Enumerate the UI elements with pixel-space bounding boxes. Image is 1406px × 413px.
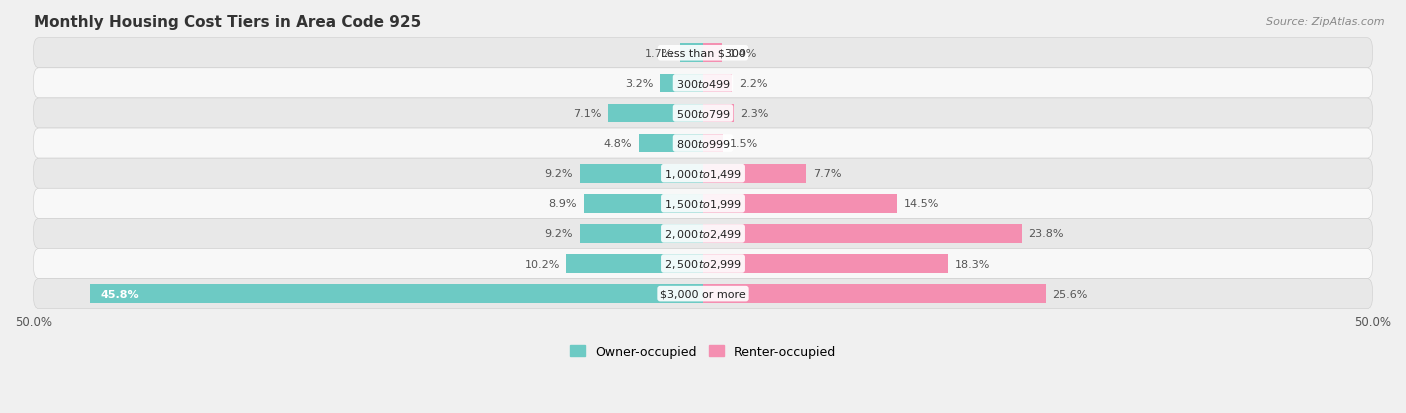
Legend: Owner-occupied, Renter-occupied: Owner-occupied, Renter-occupied — [565, 340, 841, 363]
Bar — [703, 104, 734, 123]
Text: 8.9%: 8.9% — [548, 199, 576, 209]
Text: 9.2%: 9.2% — [544, 169, 574, 179]
Text: 18.3%: 18.3% — [955, 259, 990, 269]
Text: Monthly Housing Cost Tiers in Area Code 925: Monthly Housing Cost Tiers in Area Code … — [34, 15, 420, 30]
Text: $2,000 to $2,499: $2,000 to $2,499 — [664, 228, 742, 240]
Bar — [703, 285, 1046, 303]
Bar — [703, 225, 1022, 243]
Bar — [703, 195, 897, 213]
Text: 1.7%: 1.7% — [645, 49, 673, 59]
Bar — [703, 164, 806, 183]
FancyBboxPatch shape — [34, 219, 1372, 249]
FancyBboxPatch shape — [34, 279, 1372, 309]
Text: $500 to $799: $500 to $799 — [675, 108, 731, 120]
Text: $3,000 or more: $3,000 or more — [661, 289, 745, 299]
Text: 4.8%: 4.8% — [603, 139, 633, 149]
Text: Source: ZipAtlas.com: Source: ZipAtlas.com — [1267, 17, 1385, 26]
Bar — [567, 254, 703, 273]
Text: 9.2%: 9.2% — [544, 229, 574, 239]
Text: $1,000 to $1,499: $1,000 to $1,499 — [664, 167, 742, 180]
Text: $2,500 to $2,999: $2,500 to $2,999 — [664, 257, 742, 271]
Text: 14.5%: 14.5% — [904, 199, 939, 209]
Bar — [703, 134, 723, 153]
Text: 7.7%: 7.7% — [813, 169, 841, 179]
Text: 45.8%: 45.8% — [100, 289, 139, 299]
FancyBboxPatch shape — [34, 39, 1372, 69]
Text: 1.5%: 1.5% — [730, 139, 758, 149]
Bar — [607, 104, 703, 123]
FancyBboxPatch shape — [34, 189, 1372, 219]
Text: 7.1%: 7.1% — [572, 109, 602, 119]
Text: Less than $300: Less than $300 — [661, 49, 745, 59]
Bar — [90, 285, 703, 303]
FancyBboxPatch shape — [34, 249, 1372, 279]
Bar — [579, 164, 703, 183]
Text: 3.2%: 3.2% — [626, 79, 654, 89]
Text: 25.6%: 25.6% — [1053, 289, 1088, 299]
Bar — [583, 195, 703, 213]
FancyBboxPatch shape — [34, 159, 1372, 189]
Bar — [638, 134, 703, 153]
Bar — [579, 225, 703, 243]
Text: $1,500 to $1,999: $1,500 to $1,999 — [664, 197, 742, 210]
Text: 10.2%: 10.2% — [524, 259, 560, 269]
Bar — [703, 254, 948, 273]
FancyBboxPatch shape — [34, 99, 1372, 129]
Bar — [703, 74, 733, 93]
Bar — [661, 74, 703, 93]
FancyBboxPatch shape — [34, 69, 1372, 99]
Text: 1.4%: 1.4% — [728, 49, 756, 59]
Text: 23.8%: 23.8% — [1028, 229, 1064, 239]
Bar — [703, 44, 721, 63]
Bar — [681, 44, 703, 63]
Text: $300 to $499: $300 to $499 — [675, 78, 731, 90]
Text: 2.2%: 2.2% — [740, 79, 768, 89]
Text: 2.3%: 2.3% — [741, 109, 769, 119]
FancyBboxPatch shape — [34, 129, 1372, 159]
Text: $800 to $999: $800 to $999 — [675, 138, 731, 150]
